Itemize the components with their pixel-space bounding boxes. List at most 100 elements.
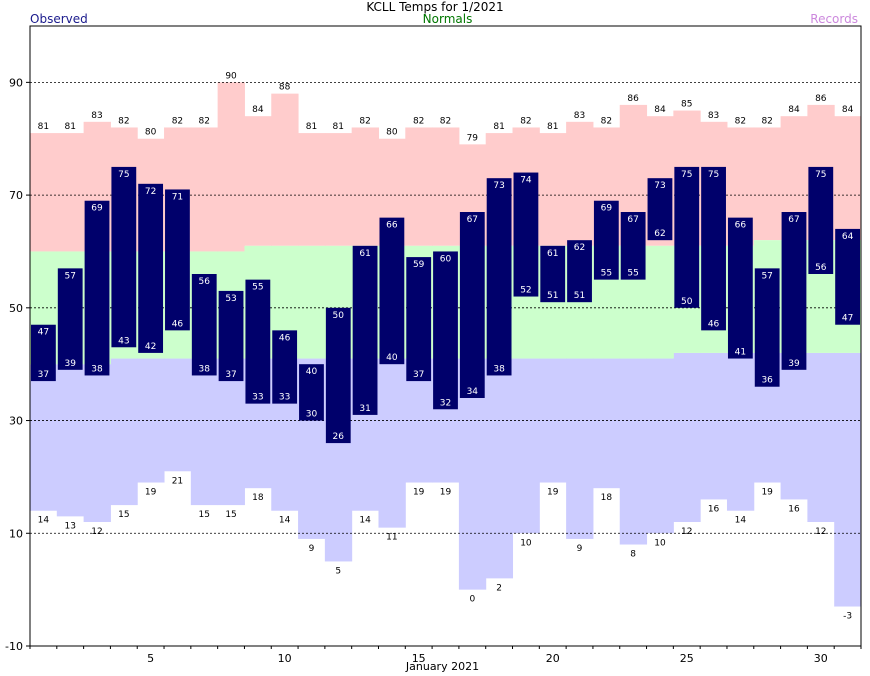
record-high-label: 83 bbox=[574, 111, 585, 121]
observed-bar bbox=[674, 166, 700, 308]
observed-bar bbox=[325, 307, 351, 444]
record-high-band bbox=[56, 133, 85, 252]
record-low-label: 19 bbox=[413, 488, 425, 498]
observed-high-label: 73 bbox=[493, 181, 504, 191]
record-low-label: 19 bbox=[145, 488, 157, 498]
observed-low-label: 41 bbox=[735, 348, 746, 358]
record-low-label: 13 bbox=[64, 521, 75, 531]
observed-low-label: 52 bbox=[520, 286, 531, 296]
record-high-label: 82 bbox=[761, 116, 772, 126]
observed-bar bbox=[57, 268, 83, 370]
observed-low-label: 26 bbox=[333, 432, 345, 442]
observed-low-label: 51 bbox=[547, 291, 558, 301]
record-low-label: 14 bbox=[735, 516, 747, 526]
legend-normals: Normals bbox=[422, 12, 473, 26]
record-high-label: 88 bbox=[279, 83, 291, 93]
observed-low-label: 40 bbox=[386, 353, 398, 363]
observed-high-label: 57 bbox=[64, 271, 75, 281]
observed-low-label: 33 bbox=[252, 393, 263, 403]
record-high-label: 82 bbox=[601, 116, 612, 126]
observed-bar bbox=[835, 228, 860, 325]
observed-high-label: 55 bbox=[252, 283, 263, 293]
data-labels: 4737811457398113693883127543821572428019… bbox=[38, 71, 854, 621]
observed-high-label: 64 bbox=[842, 232, 854, 242]
record-low-label: 5 bbox=[335, 566, 341, 576]
record-low-label: 12 bbox=[681, 527, 692, 537]
observed-high-label: 67 bbox=[627, 215, 638, 225]
x-tick-label: 5 bbox=[147, 652, 154, 665]
observed-low-label: 47 bbox=[842, 314, 853, 324]
record-low-label: 19 bbox=[547, 488, 559, 498]
record-low-label: 14 bbox=[38, 516, 50, 526]
legend-records: Records bbox=[810, 12, 858, 26]
observed-low-label: 39 bbox=[64, 359, 76, 369]
observed-low-label: 34 bbox=[467, 387, 479, 397]
observed-high-label: 71 bbox=[172, 192, 183, 202]
y-tick-label: -10 bbox=[5, 640, 23, 653]
record-low-band bbox=[646, 358, 674, 534]
record-high-band bbox=[30, 133, 58, 252]
record-high-label: 86 bbox=[627, 94, 639, 104]
record-high-band bbox=[405, 127, 433, 246]
record-bands bbox=[30, 82, 862, 607]
record-low-label: 8 bbox=[630, 550, 636, 560]
record-high-label: 82 bbox=[359, 116, 370, 126]
observed-low-label: 31 bbox=[359, 404, 370, 414]
record-low-label: 15 bbox=[199, 510, 210, 520]
record-low-band bbox=[700, 352, 728, 500]
record-low-band bbox=[566, 358, 594, 539]
observed-bar bbox=[138, 183, 164, 353]
observed-high-label: 61 bbox=[547, 249, 558, 259]
record-high-band bbox=[834, 116, 862, 241]
record-high-band bbox=[566, 121, 594, 246]
plot-border bbox=[29, 25, 862, 647]
record-low-label: 16 bbox=[708, 504, 720, 514]
record-low-label: 16 bbox=[788, 504, 800, 514]
observed-high-label: 69 bbox=[601, 204, 613, 214]
x-tick-label: 25 bbox=[680, 652, 694, 665]
observed-high-label: 75 bbox=[708, 170, 719, 180]
observed-low-label: 38 bbox=[493, 364, 505, 374]
observed-low-label: 33 bbox=[279, 393, 290, 403]
observed-high-label: 67 bbox=[467, 215, 478, 225]
record-high-label: 81 bbox=[38, 122, 49, 132]
record-low-band bbox=[485, 358, 514, 579]
observed-bar bbox=[567, 240, 592, 303]
observed-low-label: 37 bbox=[225, 370, 236, 380]
y-tick-label: 70 bbox=[9, 189, 23, 202]
y-tick-label: 30 bbox=[9, 415, 23, 428]
observed-high-label: 50 bbox=[333, 311, 345, 321]
record-high-label: 82 bbox=[118, 116, 129, 126]
observed-low-label: 51 bbox=[574, 291, 585, 301]
y-tick-label: 50 bbox=[9, 302, 23, 315]
record-high-label: 84 bbox=[842, 105, 854, 115]
record-high-label: 81 bbox=[306, 122, 317, 132]
record-low-band bbox=[217, 358, 245, 506]
record-low-label: 15 bbox=[118, 510, 129, 520]
observed-high-label: 73 bbox=[654, 181, 665, 191]
record-low-label: 14 bbox=[279, 516, 291, 526]
observed-bar bbox=[701, 166, 726, 331]
y-tick-label: 90 bbox=[9, 76, 23, 89]
record-low-label: 2 bbox=[496, 583, 502, 593]
record-low-label: 15 bbox=[225, 510, 236, 520]
x-tick-label: 15 bbox=[412, 652, 426, 665]
observed-high-label: 47 bbox=[38, 328, 49, 338]
record-low-label: 21 bbox=[172, 476, 183, 486]
observed-high-label: 46 bbox=[279, 333, 291, 343]
record-high-label: 82 bbox=[199, 116, 210, 126]
record-high-label: 81 bbox=[547, 122, 558, 132]
observed-high-label: 75 bbox=[681, 170, 692, 180]
observed-bar bbox=[727, 217, 753, 359]
record-low-band bbox=[592, 358, 621, 489]
record-high-label: 90 bbox=[225, 71, 237, 81]
observed-low-label: 38 bbox=[199, 364, 211, 374]
record-high-label: 82 bbox=[440, 116, 451, 126]
observed-low-label: 39 bbox=[788, 359, 800, 369]
record-low-label: 9 bbox=[309, 544, 315, 554]
record-high-band bbox=[217, 82, 245, 252]
record-high-label: 82 bbox=[172, 116, 183, 126]
record-low-band bbox=[378, 358, 406, 528]
observed-low-label: 36 bbox=[761, 376, 773, 386]
x-tick-label: 30 bbox=[814, 652, 828, 665]
